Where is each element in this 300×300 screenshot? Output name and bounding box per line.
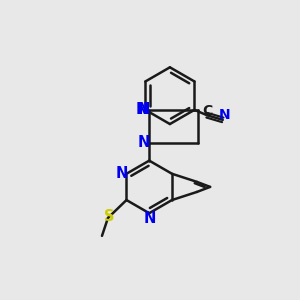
Text: N: N <box>135 102 148 117</box>
Text: N: N <box>138 102 150 117</box>
Text: N: N <box>115 166 128 181</box>
Text: S: S <box>104 209 114 224</box>
Text: C: C <box>202 104 213 118</box>
Text: N: N <box>144 211 156 226</box>
Text: N: N <box>138 135 150 150</box>
Text: N: N <box>218 108 230 122</box>
